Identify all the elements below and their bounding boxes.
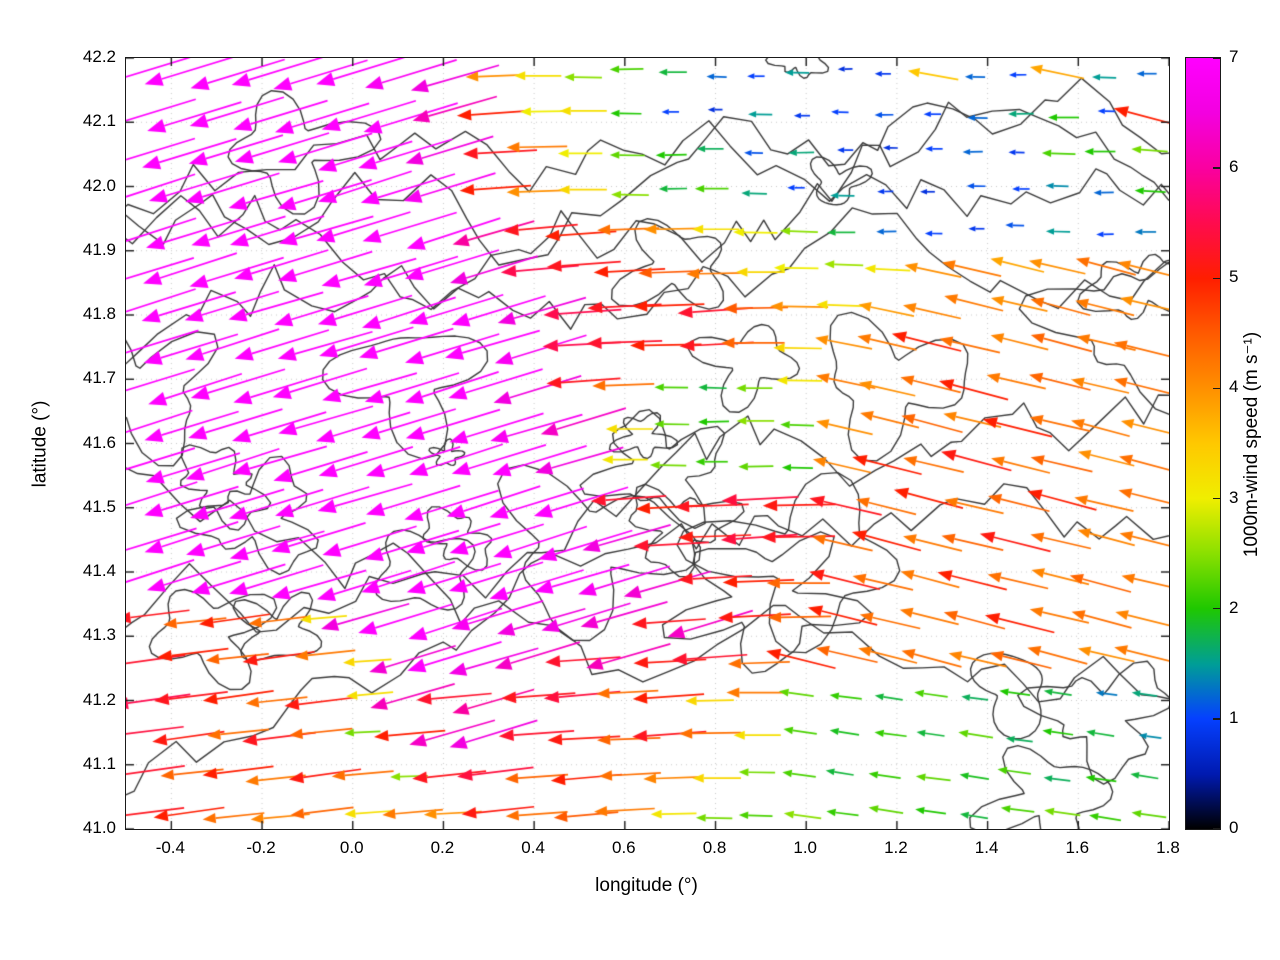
x-tick-label: -0.2 [246,838,276,857]
y-tick-label: 41.5 [82,496,116,516]
colorbar-tick-label: 7 [1229,47,1239,66]
colorbar-tick-mark [1213,57,1220,59]
y-tick-label: 41.9 [82,239,116,259]
x-tick-label: 1.4 [974,838,999,857]
colorbar-tick-label: 4 [1229,377,1239,397]
colorbar-tick-mark [1213,607,1220,610]
plot-area [125,57,1170,830]
y-tick-label: 41.8 [82,304,116,323]
y-axis-label: latitude (°) [29,400,51,488]
colorbar-tick-label: 5 [1229,267,1239,287]
colorbar-tick-mark [1213,167,1220,169]
colorbar-tick-mark [1213,718,1220,720]
y-tick-label: 41.7 [82,368,116,388]
colorbar-tick-label: 0 [1229,818,1239,837]
colorbar-tick-mark [1213,828,1220,830]
y-tick-label: 41.6 [82,432,116,452]
x-tick-label: -0.4 [155,838,185,857]
colorbar [1185,57,1221,830]
colorbar-tick-label: 1 [1229,707,1239,727]
colorbar-label: 1000m-wind speed (m s⁻¹) [1241,331,1262,558]
x-tick-label: 1.2 [884,838,908,857]
colorbar-tick-label: 6 [1229,157,1239,177]
colorbar-tick-mark [1213,387,1220,390]
y-tick-label: 41.4 [82,561,116,580]
y-tick-label: 41.2 [82,689,116,709]
y-tick-label: 41.1 [82,753,116,773]
colorbar-tick-mark [1213,497,1220,500]
colorbar-tick-mark [1213,277,1220,280]
colorbar-tick-label: 2 [1229,597,1239,617]
y-tick-label: 42.2 [82,47,116,66]
x-axis-label: longitude (°) [595,875,698,896]
x-tick-label: 1.0 [793,838,818,857]
vector-field-canvas [126,58,1169,829]
y-tick-label: 41.0 [82,818,116,837]
x-tick-label: 1.8 [1156,838,1180,857]
x-tick-label: 0.4 [521,838,545,857]
y-tick-label: 41.3 [82,625,116,645]
x-tick-label: 1.6 [1065,838,1090,857]
x-tick-label: 0.0 [339,838,364,857]
y-tick-label: 42.0 [82,175,116,195]
colorbar-tick-label: 3 [1229,487,1239,507]
x-tick-label: 0.2 [430,838,455,857]
x-tick-label: 0.8 [702,838,727,857]
y-tick-label: 42.1 [82,111,116,131]
x-tick-label: 0.6 [611,838,636,857]
